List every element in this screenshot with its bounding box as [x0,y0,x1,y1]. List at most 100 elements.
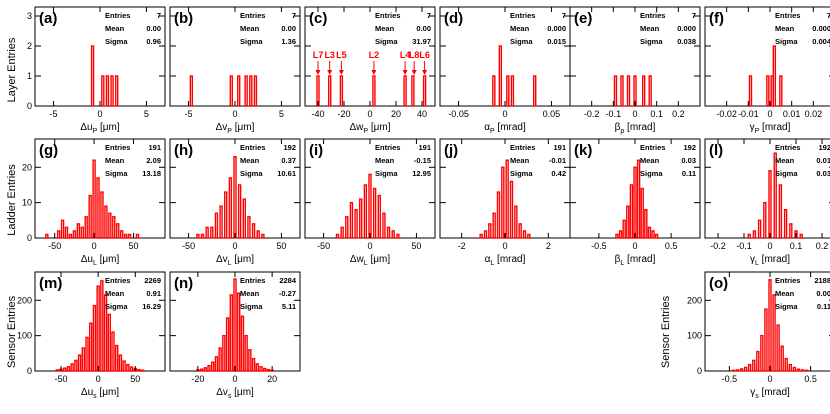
histogram-bar [242,198,246,239]
plot-frame [439,138,571,239]
x-tick-label: 0 [632,109,637,119]
histogram-bar [773,152,777,239]
y-tick-label: 0 [27,233,32,243]
histogram-bar [372,75,376,107]
stats-box: Entries 192 Mean 0.37 Sigma 10.61 [240,143,296,178]
histogram-bar [214,212,219,239]
histogram-bar [240,315,245,372]
stat-sigma-value: 12.95 [412,169,431,178]
stat-sigma-label: Sigma [775,37,798,46]
histogram-bar [255,363,259,372]
stat-entries-value: 7 [827,11,830,20]
histogram-bar [783,209,788,239]
x-axis-label: ΔwP [μm] [349,122,390,135]
stat-entries-value: 7 [427,11,431,20]
stat-entries-label: Entries [775,11,800,20]
histogram-bar [112,216,116,239]
x-tick-label: 0.1 [790,241,803,251]
histogram-bar [622,219,626,239]
stat-entries-label: Entries [240,11,265,20]
panel-g: -50 0 50 0 10 20 (g) Entries 191 Mean 2.09 Sigma 13.… [22,138,166,267]
histogram-bar [110,75,114,107]
histogram-bar [249,75,253,107]
stat-entries-value: 191 [418,143,431,152]
y-tick-label: 200 [687,295,702,305]
x-tick-label: -2 [458,241,466,251]
histogram-bar [492,75,496,107]
stat-mean-value: 0.37 [281,156,296,165]
stat-entries-value: 192 [283,143,296,152]
histogram-bar [233,278,237,372]
histogram-bar [76,223,81,239]
y-tick-label: 200 [17,295,32,305]
histogram-bar [626,205,630,239]
histogram-bar [253,75,258,107]
stat-mean-value: 0.03 [681,156,696,165]
stat-sigma-value: 16.29 [142,302,161,311]
histogram-bar [103,294,108,372]
x-tick-label: 20 [391,109,401,119]
histogram-bar [340,226,344,239]
y-tick-label: 100 [687,331,702,341]
histogram-bar [237,184,242,239]
stats-box: Entries 191 Mean -0.01 Sigma 0.42 [510,143,566,178]
stat-mean-label: Mean [775,24,795,33]
histogram-bar [354,209,358,239]
histogram-bar [772,294,776,372]
histogram-bar [96,285,100,372]
histogram-bar [386,226,391,239]
histogram-bar [104,205,108,239]
stat-mean-label: Mean [240,289,260,298]
histogram-bar [229,75,233,107]
histogram-bar [259,366,263,372]
x-tick-label: 2 [546,241,551,251]
stats-box: Entries 7 Mean 0.00 Sigma 31.97 [375,11,431,46]
histogram-bar [804,369,809,372]
histogram-bar [200,233,205,239]
histogram-bar [731,369,736,372]
stat-sigma-label: Sigma [105,302,128,311]
x-tick-label: 0 [232,109,237,119]
annotation-arrowhead [371,70,377,75]
panel-d: -0.05 0 0.05 (d) Entries 7 Mean 0.000 Sigma 0.015… [439,6,571,135]
x-tick-label: -0.2 [710,241,726,251]
panel-label: (e) [574,10,592,27]
histogram-bar [100,280,104,372]
panel-label: (f) [709,10,724,27]
histogram-bar [757,219,762,239]
histogram-bar [756,350,760,372]
x-axis-label: αL [mrad] [485,254,526,267]
row-label-sensor-right: Sensor Entries [660,295,672,368]
histogram-bar [89,322,93,372]
histogram-bar [479,233,483,239]
layer-annotation: L5 [336,50,347,60]
stat-entries-label: Entries [375,143,400,152]
x-tick-label: 0 [232,241,237,251]
y-tick-label: 0 [27,101,32,111]
x-axis-label: ΔvL [μm] [216,254,254,267]
histogram-bar [789,223,793,239]
panel-label: (j) [444,142,458,159]
histogram-bar [799,233,803,239]
stat-entries-label: Entries [775,276,800,285]
histogram-bar [396,233,400,239]
histogram-bar [368,173,372,239]
histogram-bar [510,75,515,107]
histogram-bar [496,191,501,239]
stat-sigma-label: Sigma [775,302,798,311]
histogram-bar [492,212,496,239]
stat-mean-label: Mean [240,156,260,165]
stat-mean-value: 0.000 [677,24,696,33]
layer-annotation: L4 [400,50,411,60]
panel-label: (b) [174,10,193,27]
histogram-bar [251,223,256,239]
stat-sigma-value: 0.11 [682,169,696,178]
stat-mean-value: 0.00 [416,24,431,33]
row-label-ladder: Ladder Entries [6,164,18,236]
annotation-arrowhead [327,70,333,75]
x-tick-label: -50 [182,241,195,251]
histogram-bar [647,226,652,239]
histogram-bar [203,367,207,372]
stat-mean-value: 0.00 [281,24,296,33]
